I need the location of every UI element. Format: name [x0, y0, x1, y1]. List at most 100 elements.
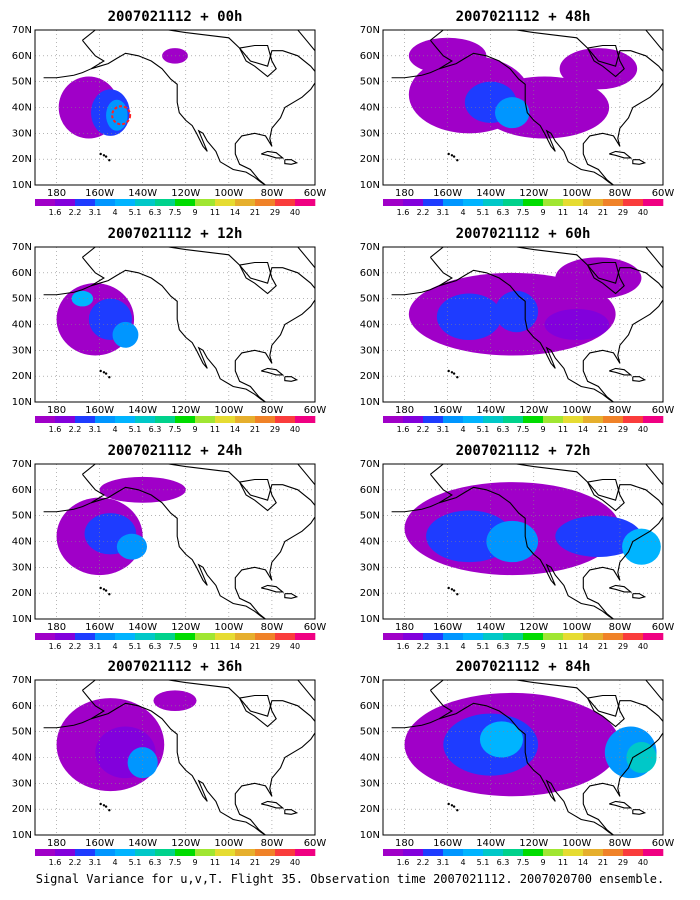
colorbar-label: 5.1 [129, 642, 142, 651]
colorbar-label: 4 [112, 208, 117, 217]
lat-tick-label: 40N [360, 320, 380, 331]
lat-tick-label: 50N [12, 511, 32, 522]
panel-title: 2007021112 + 84h [456, 659, 591, 675]
grid-lines [35, 680, 315, 835]
colorbar-label: 9 [192, 208, 197, 217]
colorbar-label: 40 [290, 642, 300, 651]
colorbar-swatch [443, 416, 464, 423]
colorbar-label: 40 [638, 642, 648, 651]
colorbar-swatch [483, 416, 504, 423]
colorbar-swatch [403, 416, 424, 423]
grid-lines [35, 247, 315, 402]
lat-tick-label: 60N [12, 51, 32, 62]
colorbar-swatch [175, 849, 196, 856]
colorbar-label: 40 [638, 858, 648, 867]
colorbar-label: 6.3 [497, 208, 510, 217]
lat-tick-label: 30N [360, 778, 380, 789]
grid-lines [383, 464, 663, 619]
lon-tick-label: 80W [261, 622, 284, 633]
colorbar: 1.6 2.2 3.1 4 5.1 6.3 7.5 9 11 14 21 29 40 [383, 849, 664, 867]
lon-tick-label: 80W [261, 188, 284, 199]
lat-tick-label: 50N [12, 77, 32, 88]
variance-blob [495, 290, 539, 333]
lon-tick-label: 120W [519, 405, 548, 416]
colorbar-swatch [503, 416, 524, 423]
colorbar-label: 40 [290, 858, 300, 867]
lat-tick-label: 30N [12, 778, 32, 789]
lat-tick-label: 20N [360, 371, 380, 382]
colorbar-label: 5.1 [129, 858, 142, 867]
colorbar-swatch [255, 416, 276, 423]
lon-tick-label: 60W [652, 622, 675, 633]
lon-tick-label: 100W [214, 405, 243, 416]
lon-tick-label: 120W [519, 188, 548, 199]
lon-tick-label: 160W [433, 188, 462, 199]
colorbar-swatch [603, 633, 624, 640]
colorbar-swatch [75, 416, 96, 423]
lon-tick-label: 60W [304, 838, 327, 849]
lon-tick-label: 80W [609, 405, 632, 416]
colorbar-label: 14 [230, 208, 240, 217]
lon-tick-label: 180 [395, 622, 414, 633]
colorbar-swatch [583, 199, 604, 206]
colorbar-label: 9 [192, 642, 197, 651]
lat-tick-label: 30N [360, 345, 380, 356]
lon-tick-label: 120W [519, 838, 548, 849]
panel-title: 2007021112 + 36h [108, 659, 243, 675]
lat-tick-label: 60N [12, 268, 32, 279]
lon-tick-label: 100W [562, 838, 591, 849]
colorbar-label: 4 [460, 425, 465, 434]
variance-blob [71, 290, 94, 307]
colorbar-label: 40 [290, 425, 300, 434]
colorbar-swatch [643, 199, 664, 206]
lat-tick-label: 70N [12, 242, 32, 253]
colorbar-label: 5.1 [477, 642, 490, 651]
lat-tick-label: 50N [360, 294, 380, 305]
colorbar-label: 4 [460, 642, 465, 651]
colorbar-label: 14 [578, 858, 588, 867]
lat-tick-label: 20N [360, 804, 380, 815]
colorbar-label: 21 [598, 425, 608, 434]
lon-tick-label: 140W [128, 622, 157, 633]
lat-tick-label: 10N [360, 180, 380, 191]
colorbar-label: 5.1 [477, 858, 490, 867]
lon-tick-label: 140W [476, 622, 505, 633]
colorbar-swatch [95, 199, 116, 206]
colorbar-swatch [403, 199, 424, 206]
map-panel-p12: 2007021112 + 12h 10N 20N 30N 40N 50N 60N 70N 180… [12, 226, 327, 434]
colorbar-label: 40 [638, 425, 648, 434]
lon-tick-label: 120W [171, 188, 200, 199]
colorbar-swatch [55, 633, 76, 640]
lat-tick-label: 10N [360, 397, 380, 408]
grid-lines [35, 464, 315, 619]
lon-tick-label: 120W [519, 622, 548, 633]
colorbar-swatch [55, 416, 76, 423]
colorbar-swatch [175, 199, 196, 206]
colorbar-label: 4 [112, 642, 117, 651]
colorbar-swatch [403, 633, 424, 640]
lon-tick-label: 100W [562, 188, 591, 199]
lat-tick-label: 10N [360, 830, 380, 841]
colorbar-label: 29 [618, 208, 628, 217]
colorbar-swatch [383, 199, 404, 206]
lat-tick-label: 20N [12, 154, 32, 165]
colorbar: 1.6 2.2 3.1 4 5.1 6.3 7.5 9 11 14 21 29 40 [35, 199, 316, 217]
colorbar-label: 6.3 [497, 858, 510, 867]
colorbar-swatch [235, 633, 256, 640]
variance-blob [495, 97, 530, 129]
lon-tick-label: 60W [652, 838, 675, 849]
observation-marker [111, 105, 132, 126]
lat-tick-label: 40N [360, 537, 380, 548]
colorbar-swatch [443, 633, 464, 640]
colorbar-swatch [563, 416, 584, 423]
colorbar-swatch [95, 633, 116, 640]
lon-tick-label: 60W [304, 622, 327, 633]
variance-blob [99, 476, 186, 503]
colorbar-label: 4 [112, 425, 117, 434]
colorbar-swatch [135, 633, 156, 640]
colorbar-label: 5.1 [477, 425, 490, 434]
lat-tick-label: 10N [12, 180, 32, 191]
colorbar-swatch [235, 416, 256, 423]
colorbar-swatch [623, 633, 644, 640]
